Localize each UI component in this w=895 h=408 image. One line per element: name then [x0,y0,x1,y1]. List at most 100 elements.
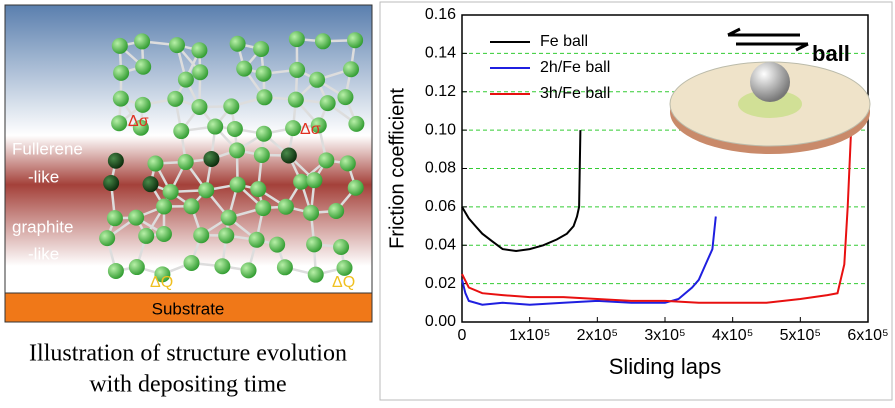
page: {"illustration": {"labels": {"fullerene"… [0,0,895,408]
figure: Fullerene -like graphite -like Substrate… [0,0,895,403]
atom [223,98,239,114]
atom [328,203,344,219]
atom [183,255,199,271]
x-tick-label: 3x10⁵ [644,327,685,344]
x-axis-label: Sliding laps [609,354,722,379]
atom [218,228,234,244]
graphite-suffix: -like [28,244,59,263]
atom [169,37,185,53]
atom [128,210,144,226]
atom [134,33,150,49]
atom [348,116,364,132]
atom [156,226,172,242]
atom [192,64,208,80]
atom [343,61,359,77]
atom [277,259,293,275]
x-tick-label: 4x10⁵ [712,327,753,344]
atom [230,36,246,52]
atom [318,152,334,168]
atom [108,153,124,169]
atom [308,267,324,283]
caption-line: with depositing time [89,372,286,398]
atom [99,230,115,246]
atom [135,97,151,113]
atom [178,72,194,88]
legend-label: 3h/Fe ball [540,85,610,102]
atom [288,92,304,108]
y-tick-label: 0.04 [425,236,456,253]
atom [198,182,214,198]
delta-sigma: Δσ [300,121,321,138]
atom [255,200,271,216]
atom [163,184,179,200]
y-tick-label: 0.14 [425,45,456,62]
atom [112,38,128,54]
series-line [462,130,851,303]
atom [135,59,151,75]
series-line [462,130,580,251]
x-tick-label: 5x10⁵ [780,327,821,344]
atom [289,62,305,78]
atom [207,119,223,135]
atom [347,32,363,48]
atom [250,181,266,197]
atom [143,176,159,192]
atom [167,91,183,107]
atom [221,210,237,226]
atom [107,210,123,226]
y-tick-label: 0.02 [425,275,456,292]
x-tick-label: 6x10⁵ [847,327,888,344]
atom [309,72,325,88]
fullerene-label: Fullerene [12,139,83,158]
atom [333,239,349,255]
substrate-label: Substrate [152,299,225,318]
caption-line: Illustration of structure evolution [29,341,347,367]
atom [303,205,319,221]
atom [306,236,322,252]
slide-arrows [728,29,808,50]
atom [156,199,172,215]
inset-illustration: ball [670,29,870,154]
atom [230,177,246,193]
ball [750,62,790,102]
atom [214,258,230,274]
atom [256,126,272,142]
atom [249,232,265,248]
atom [173,123,189,139]
legend-label: 2h/Fe ball [540,59,610,76]
atom [254,147,270,163]
atom [193,227,209,243]
atom [191,99,207,115]
x-tick-label: 1x10⁵ [509,327,550,344]
atom [203,151,219,167]
atom [285,120,301,136]
atom [315,33,331,49]
y-tick-label: 0.10 [425,121,456,138]
atom [229,142,245,158]
atom [111,115,127,131]
y-axis-label: Friction coefficient [386,88,408,249]
y-tick-label: 0.06 [425,198,456,215]
series-line [462,217,716,305]
atom [253,41,269,57]
atom [191,42,207,58]
delta-q: ΔQ [332,274,355,291]
atom [113,91,129,107]
legend-label: Fe ball [540,33,588,50]
inset-label: ball [812,41,850,66]
atom [306,172,322,188]
y-tick-label: 0.00 [425,313,456,330]
x-tick-label: 2x10⁵ [577,327,618,344]
atom [269,237,285,253]
y-tick-label: 0.16 [425,6,456,23]
fullerene-suffix: -like [28,167,59,186]
atom [138,228,154,244]
delta-sigma: Δσ [128,113,149,130]
atom [348,180,364,196]
atom [289,31,305,47]
atom [103,175,119,191]
atom [241,262,257,278]
atom [320,95,336,111]
x-tick-label: 0 [458,327,467,344]
atom [129,259,145,275]
